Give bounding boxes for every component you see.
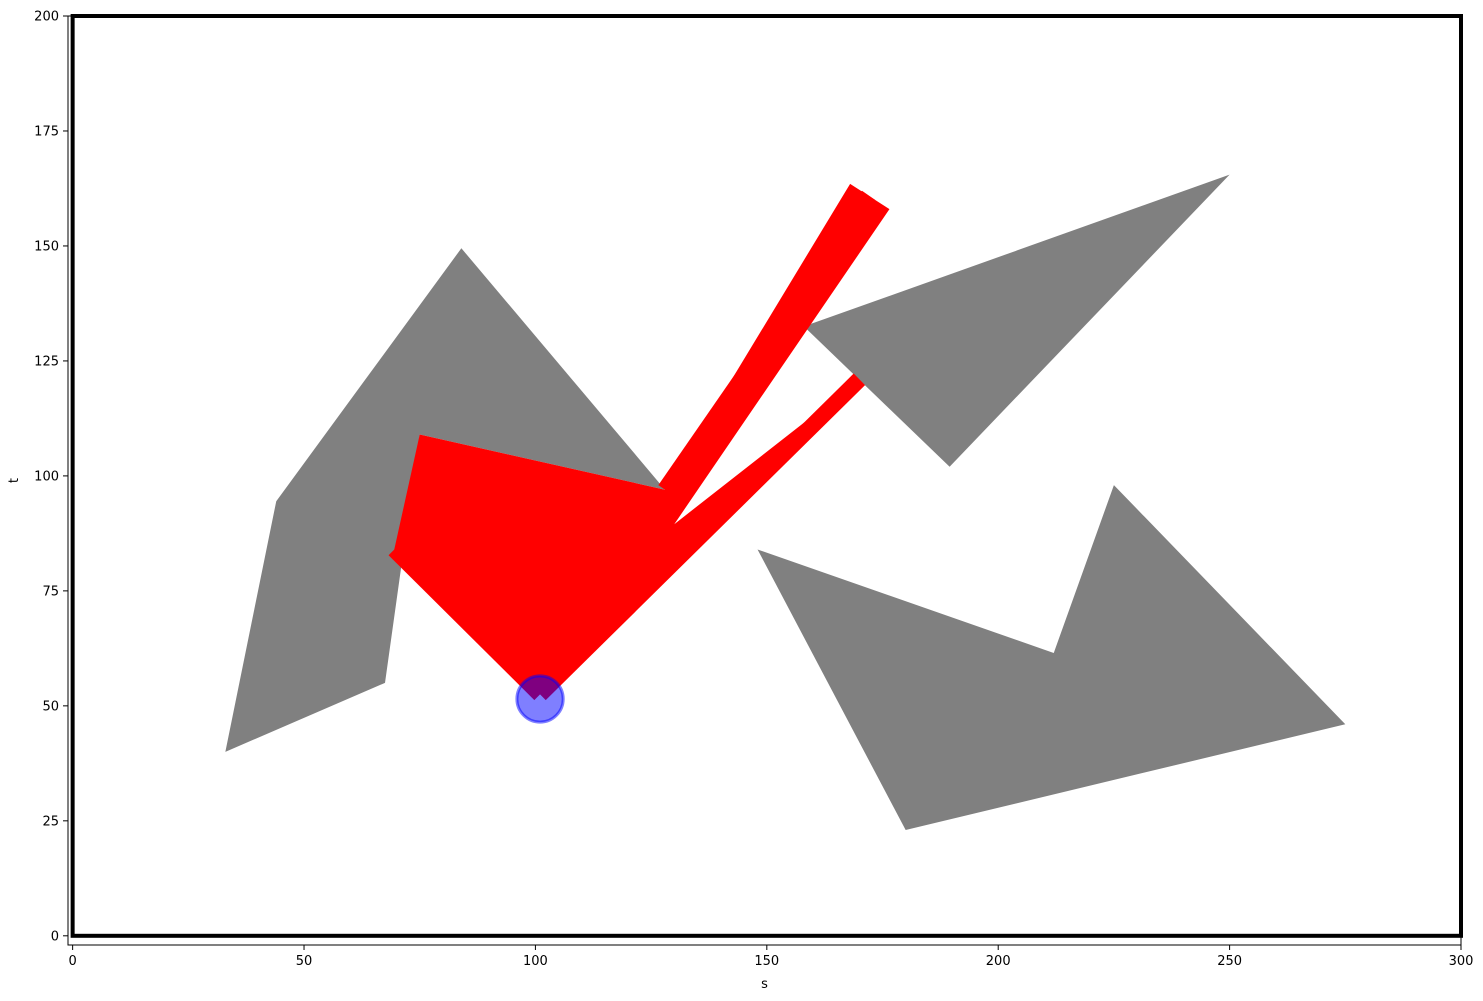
x-axis-ticks: 0 50 100 150 200 250 300	[68, 945, 1473, 969]
x-tick-label: 150	[754, 954, 779, 969]
robot-link-3	[388, 543, 546, 701]
x-tick-label: 250	[1217, 954, 1242, 969]
x-tick-label: 50	[296, 954, 313, 969]
robot-link-2	[658, 190, 876, 495]
y-tick-label: 50	[42, 699, 59, 714]
obstacle-polygon-3	[757, 485, 1346, 831]
y-tick-label: 25	[42, 814, 59, 829]
y-tick-label: 125	[34, 354, 59, 369]
robot-base-circle	[515, 674, 565, 724]
y-tick-label: 175	[34, 124, 59, 139]
y-tick-label: 100	[34, 469, 59, 484]
robot-layer	[388, 183, 890, 701]
axes-frame	[67, 15, 1462, 946]
y-tick-label: 150	[34, 239, 59, 254]
y-axis-ticks: 0 25 50 75 100 125 150 175 200	[34, 10, 68, 944]
x-axis-label: s	[761, 977, 768, 992]
y-tick-label: 75	[42, 584, 59, 599]
x-tick-label: 0	[68, 954, 76, 969]
base-layer	[515, 674, 565, 724]
robot-body	[394, 183, 890, 695]
y-tick-label: 0	[51, 929, 59, 944]
obstacle-polygon-1	[225, 248, 666, 752]
x-tick-label: 100	[523, 954, 548, 969]
x-tick-label: 300	[1449, 954, 1474, 969]
y-tick-label: 200	[34, 10, 59, 25]
y-axis-label: t	[7, 478, 22, 483]
obstacle-polygon-2	[803, 174, 1230, 467]
robot-link-1	[534, 373, 866, 701]
obstacles-layer	[225, 174, 1346, 831]
x-tick-label: 200	[986, 954, 1011, 969]
